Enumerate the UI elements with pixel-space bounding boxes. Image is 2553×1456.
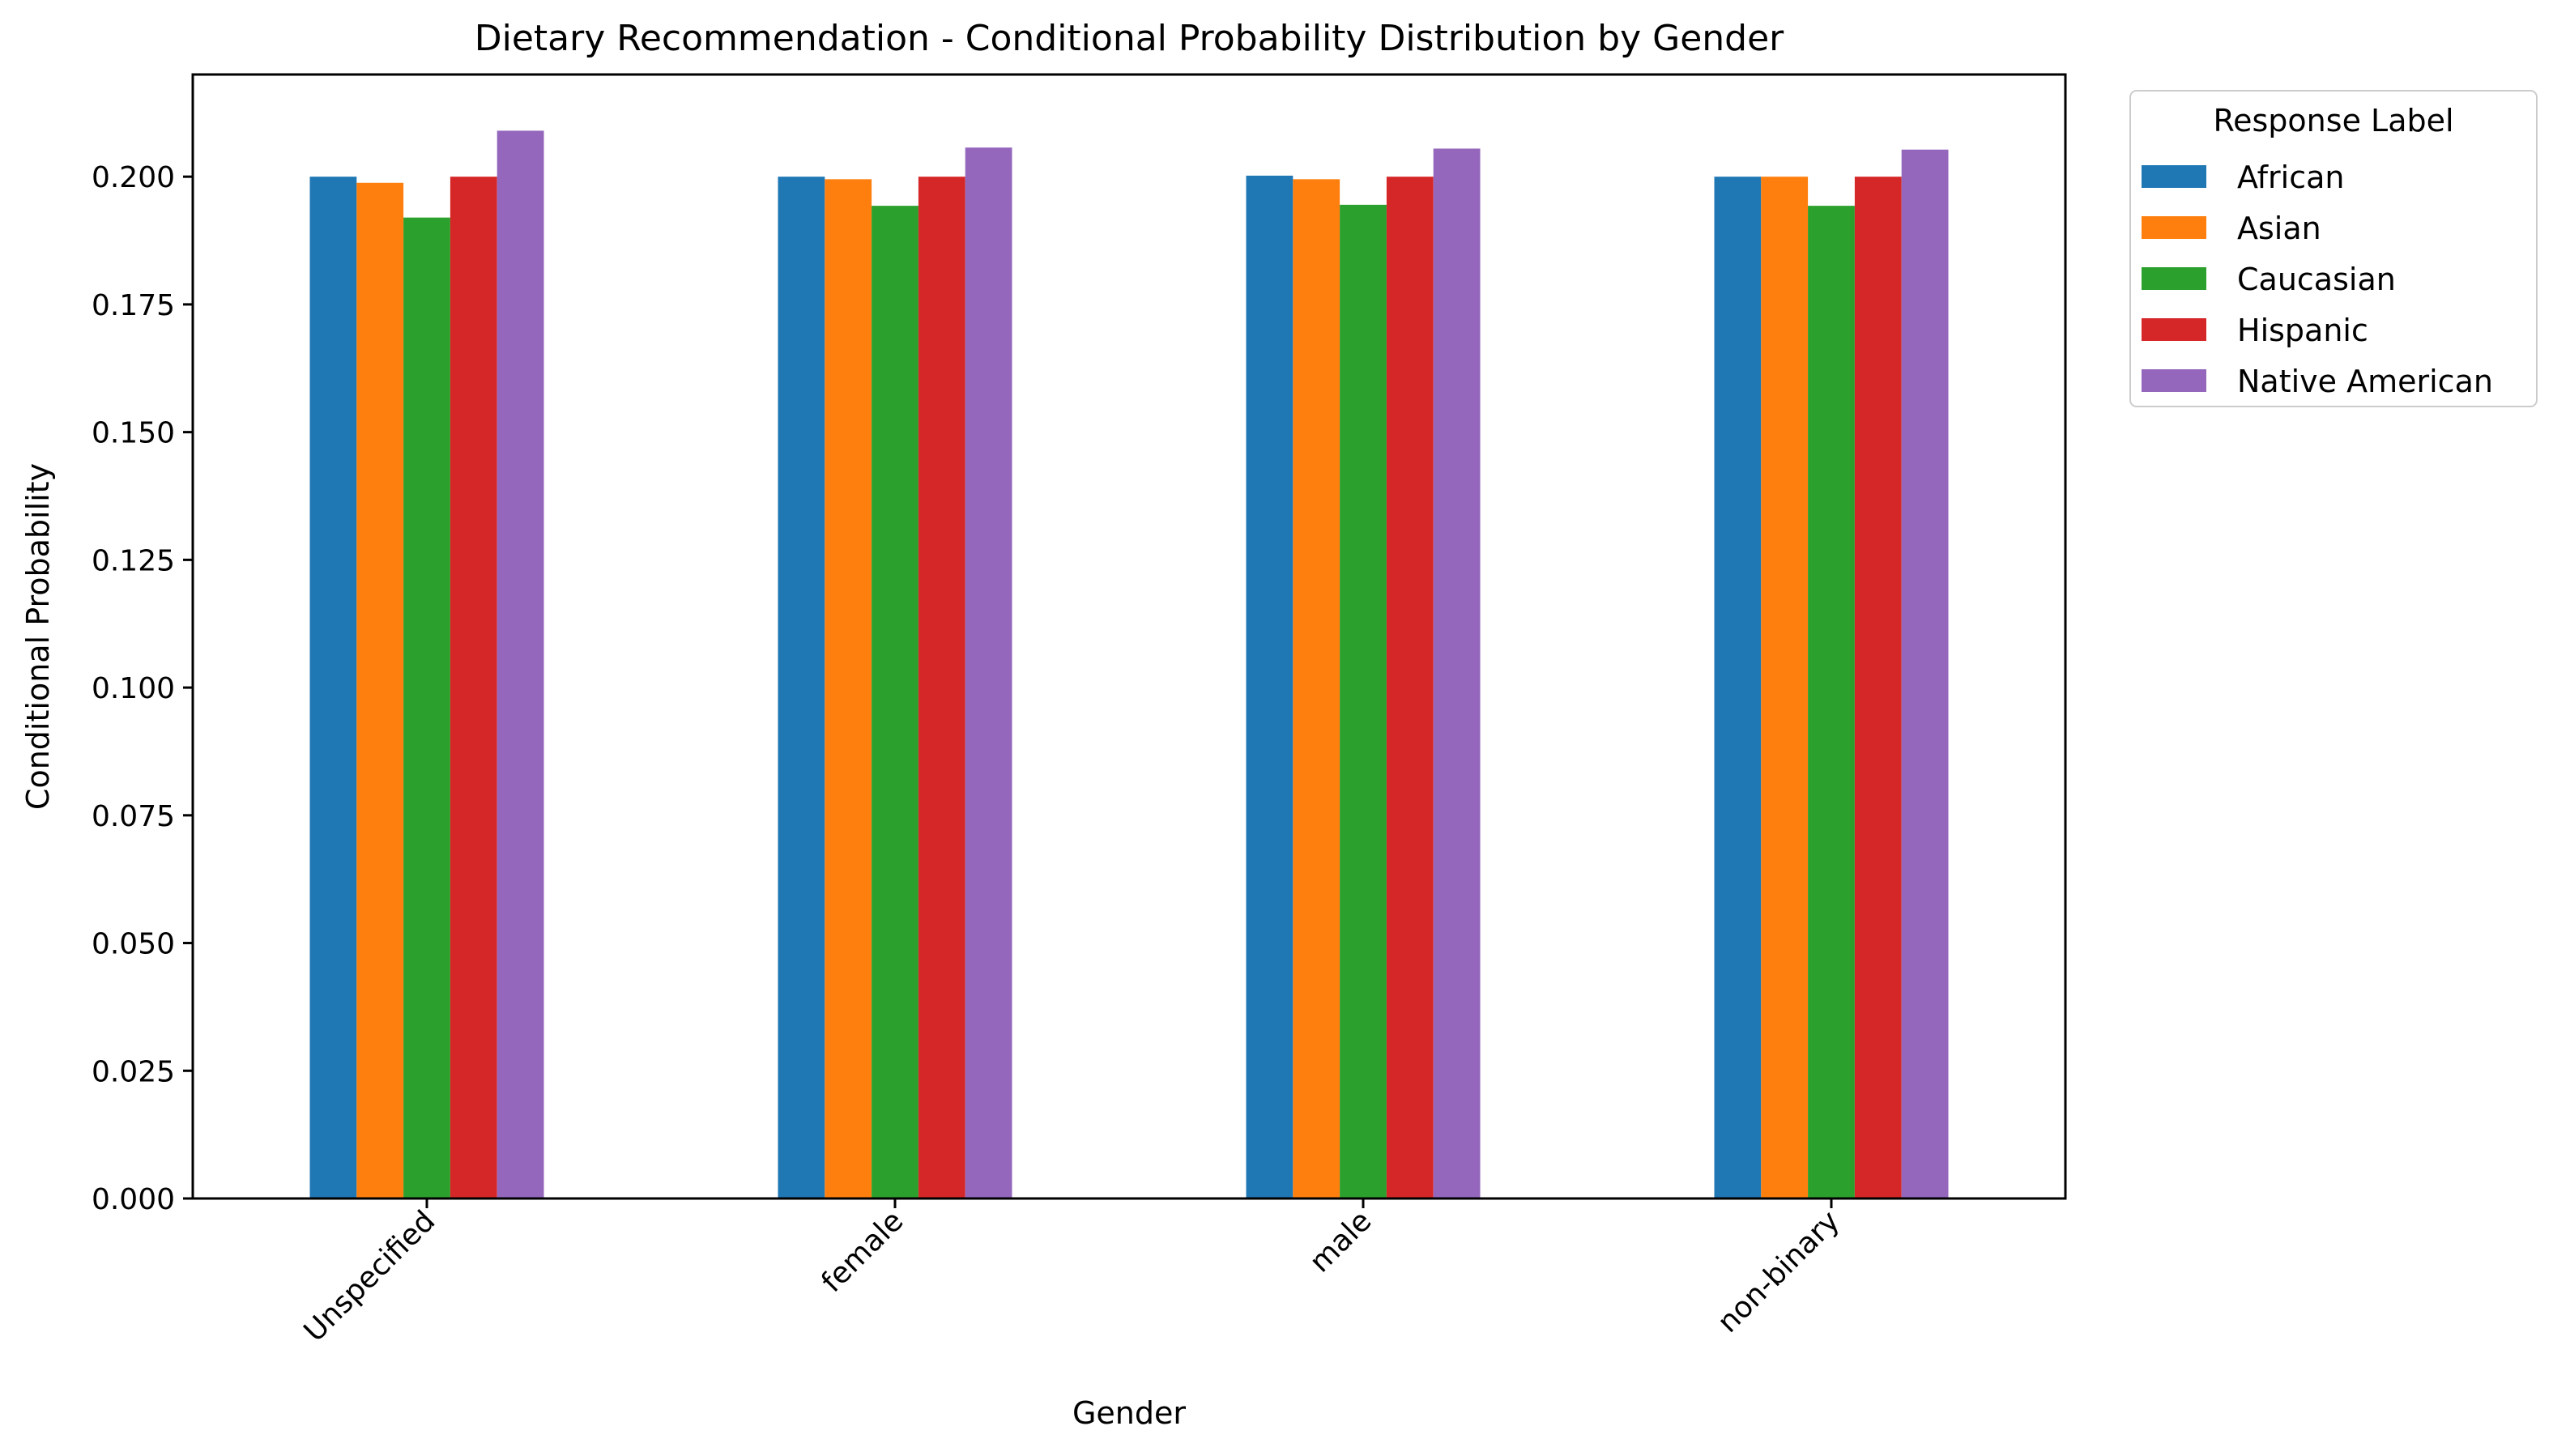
bar-native-american-non-binary [1901, 149, 1949, 1198]
bar-hispanic-male [1386, 177, 1434, 1198]
x-axis-label: Gender [1072, 1395, 1186, 1431]
y-tick-label: 0.200 [92, 161, 175, 194]
bar-african-non-binary [1714, 177, 1762, 1198]
legend: Response Label African Asian Caucasian Hispa… [2129, 90, 2538, 407]
bar-hispanic-non-binary [1854, 177, 1902, 1198]
x-tick-label: Unspecified [298, 1204, 442, 1348]
legend-label: Asian [2237, 211, 2321, 246]
legend-swatch [2142, 318, 2206, 341]
legend-box [2129, 90, 2538, 407]
bar-asian-female [825, 179, 872, 1198]
bar-native-american-female [965, 147, 1012, 1199]
y-tick-label: 0.075 [92, 800, 175, 833]
legend-label: Hispanic [2237, 313, 2368, 348]
plot-frame [191, 73, 2067, 1200]
bar-caucasian-male [1340, 204, 1387, 1198]
x-tick-label: non-binary [1711, 1204, 1847, 1339]
bar-caucasian-non-binary [1808, 206, 1855, 1198]
bar-caucasian-female [872, 206, 918, 1198]
bar-asian-male [1293, 179, 1340, 1198]
legend-swatch [2142, 369, 2206, 392]
y-tick-label: 0.150 [92, 417, 175, 450]
legend-swatch [2142, 165, 2206, 188]
bar-asian-unspecified [356, 182, 404, 1199]
legend-label: African [2237, 160, 2344, 195]
legend-swatch [2142, 216, 2206, 239]
y-tick-label: 0.000 [92, 1183, 175, 1216]
bars-group [309, 130, 1949, 1199]
bar-hispanic-female [918, 177, 965, 1198]
y-axis-label: Conditional Probability [20, 463, 56, 810]
x-tick-label: female [816, 1204, 910, 1299]
bar-native-american-male [1433, 148, 1481, 1198]
y-tick-label: 0.125 [92, 544, 175, 577]
x-axis: Unspecified female male non-binary [298, 1198, 1847, 1348]
legend-title: Response Label [2213, 103, 2453, 138]
y-tick-label: 0.050 [92, 928, 175, 961]
bar-native-american-unspecified [497, 130, 544, 1198]
bar-caucasian-unspecified [403, 217, 450, 1198]
bar-african-female [778, 177, 825, 1198]
bar-hispanic-unspecified [450, 177, 497, 1198]
y-tick-label: 0.100 [92, 672, 175, 705]
legend-swatch [2142, 267, 2206, 290]
legend-label: Caucasian [2237, 262, 2396, 297]
x-tick-label: male [1303, 1204, 1378, 1279]
bar-asian-non-binary [1761, 177, 1809, 1198]
bar-african-unspecified [309, 177, 357, 1198]
y-tick-label: 0.175 [92, 289, 175, 322]
chart-title: Dietary Recommendation - Conditional Pro… [475, 18, 1784, 59]
y-tick-label: 0.025 [92, 1055, 175, 1088]
y-axis: 0.000 0.025 0.050 0.075 0.100 0.125 0.150 0.175… [92, 161, 193, 1216]
bar-african-male [1246, 175, 1294, 1198]
legend-label: Native American [2237, 364, 2493, 399]
